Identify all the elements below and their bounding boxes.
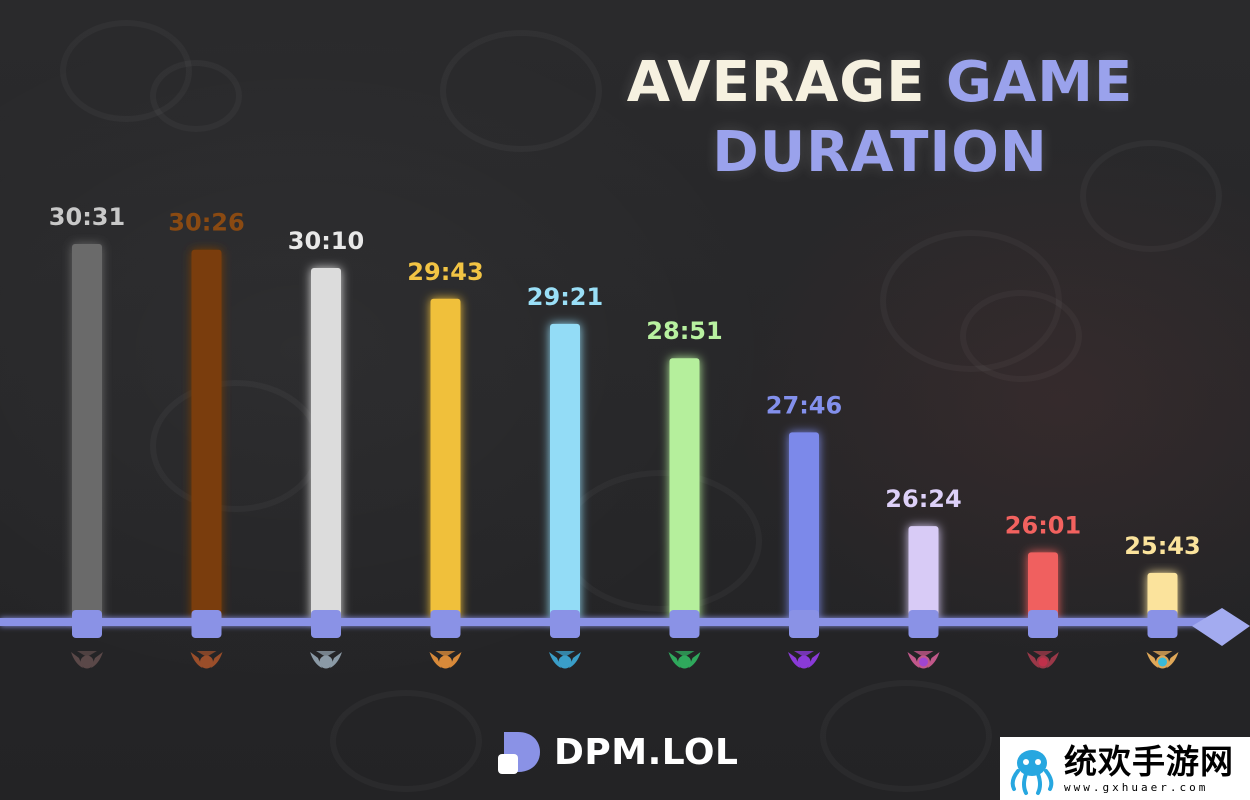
octopus-logo-icon xyxy=(1010,749,1054,795)
rank-icon-gem xyxy=(917,655,930,669)
value-label: 29:21 xyxy=(527,283,603,311)
value-label: 30:10 xyxy=(288,227,364,255)
watermark-site-name: 统欢手游网 xyxy=(1064,741,1234,781)
rank-icon-gem xyxy=(319,655,333,669)
rank-icon-wing-left xyxy=(549,652,561,668)
rank-icon-gem xyxy=(80,655,94,669)
rank-icon-wing-right xyxy=(91,652,103,668)
rank-icon-wing-left xyxy=(1146,652,1159,668)
value-labels: 30:31 30:26 30:10 29:43 29:21 28:51 27:46 26:24… xyxy=(49,203,1201,560)
value-label: 30:31 xyxy=(49,203,125,231)
rank-icon-crown xyxy=(674,651,695,657)
rank-master-icon xyxy=(907,651,940,669)
bar-master xyxy=(908,526,939,622)
rank-icon-wing-right xyxy=(1047,652,1059,668)
rank-icon-wing-left xyxy=(1027,652,1039,668)
rank-icon-wing-right xyxy=(927,652,940,668)
rank-icon-gem xyxy=(1036,655,1050,669)
chart-title-part-2: GAME DURATION xyxy=(712,50,1134,185)
rank-gold-icon xyxy=(429,651,462,669)
value-label: 26:01 xyxy=(1005,511,1081,539)
bar-gold xyxy=(430,298,461,622)
brand-name: DPM.LOL xyxy=(554,731,739,773)
rank-icon-wing-right xyxy=(210,652,223,668)
rank-icon-crown xyxy=(794,651,814,657)
rank-icon-crown xyxy=(196,651,217,657)
bar-platinum xyxy=(550,323,580,622)
value-label: 28:51 xyxy=(646,317,722,345)
axis-marker-iron xyxy=(72,610,102,638)
rank-icon-wing-left xyxy=(190,652,203,668)
rank-icon-wing-left xyxy=(788,652,800,668)
rank-icon-gem xyxy=(678,655,691,669)
rank-challenger-icon xyxy=(1146,651,1179,669)
rank-grandmaster-icon xyxy=(1027,651,1059,669)
bar-emerald xyxy=(669,358,700,622)
bar-silver xyxy=(311,267,341,622)
rank-icon-wing-right xyxy=(1166,652,1179,668)
rank-icon-crown xyxy=(316,651,336,657)
chart-title: AVERAGE GAME DURATION xyxy=(560,48,1200,188)
rank-icon-wing-right xyxy=(688,652,701,668)
bar-challenger xyxy=(1147,572,1178,622)
value-label: 29:43 xyxy=(407,258,483,286)
rank-icon-gem xyxy=(558,655,572,669)
rank-diamond-icon xyxy=(788,651,820,669)
rank-icon-crown xyxy=(435,651,456,657)
rank-emerald-icon xyxy=(668,651,701,669)
axis-marker-bronze xyxy=(191,610,222,638)
rank-icons xyxy=(71,651,1179,669)
bars-layer xyxy=(72,243,1178,622)
axis-marker-challenger xyxy=(1147,610,1178,638)
rank-icon-gem xyxy=(200,655,213,669)
watermark-url: www.gxhuaer.com xyxy=(1064,780,1209,794)
x-axis-arrow-diamond xyxy=(1192,608,1250,646)
axis-marker-grandmaster xyxy=(1028,610,1058,638)
rank-icon-crown xyxy=(77,651,97,657)
rank-icon-wing-right xyxy=(449,652,462,668)
axis-marker-gold xyxy=(430,610,461,638)
rank-icon-wing-right xyxy=(808,652,820,668)
value-label: 26:24 xyxy=(885,485,961,513)
rank-icon-crown xyxy=(913,651,934,657)
axis-marker-diamond xyxy=(789,610,819,638)
rank-bronze-icon xyxy=(190,651,223,669)
rank-icon-crown xyxy=(555,651,575,657)
rank-icon-crown xyxy=(1033,651,1053,657)
rank-icon-wing-left xyxy=(429,652,442,668)
rank-icon-wing-left xyxy=(310,652,322,668)
axis-marker-silver xyxy=(311,610,341,638)
rank-icon-gem xyxy=(797,655,811,669)
x-axis xyxy=(0,608,1250,646)
rank-silver-icon xyxy=(310,651,342,669)
axis-marker-platinum xyxy=(550,610,580,638)
axis-marker-emerald xyxy=(669,610,700,638)
value-label: 27:46 xyxy=(766,391,842,419)
dpm-logo-icon xyxy=(498,732,540,774)
brand-logo: DPM.LOL xyxy=(498,728,738,776)
x-axis-line xyxy=(0,618,1215,626)
rank-icon-wing-left xyxy=(71,652,83,668)
rank-icon-wing-left xyxy=(907,652,920,668)
rank-icon-crown xyxy=(1152,651,1173,657)
axis-markers xyxy=(72,610,1178,638)
rank-platinum-icon xyxy=(549,651,581,669)
rank-icon-wing-right xyxy=(569,652,581,668)
site-watermark: 统欢手游网 www.gxhuaer.com xyxy=(1000,737,1250,800)
value-label: 30:26 xyxy=(168,209,244,237)
rank-iron-icon xyxy=(71,651,103,669)
rank-icon-wing-left xyxy=(668,652,681,668)
rank-icon-gem xyxy=(439,655,452,669)
value-label: 25:43 xyxy=(1124,532,1200,560)
chart-title-part-1: AVERAGE xyxy=(626,50,946,115)
rank-icon-wing-right xyxy=(330,652,342,668)
bar-grandmaster xyxy=(1028,552,1058,622)
bar-bronze xyxy=(191,249,222,622)
axis-marker-master xyxy=(908,610,939,638)
bar-iron xyxy=(72,243,102,622)
bar-diamond xyxy=(789,432,819,622)
rank-icon-gem xyxy=(1156,655,1169,669)
